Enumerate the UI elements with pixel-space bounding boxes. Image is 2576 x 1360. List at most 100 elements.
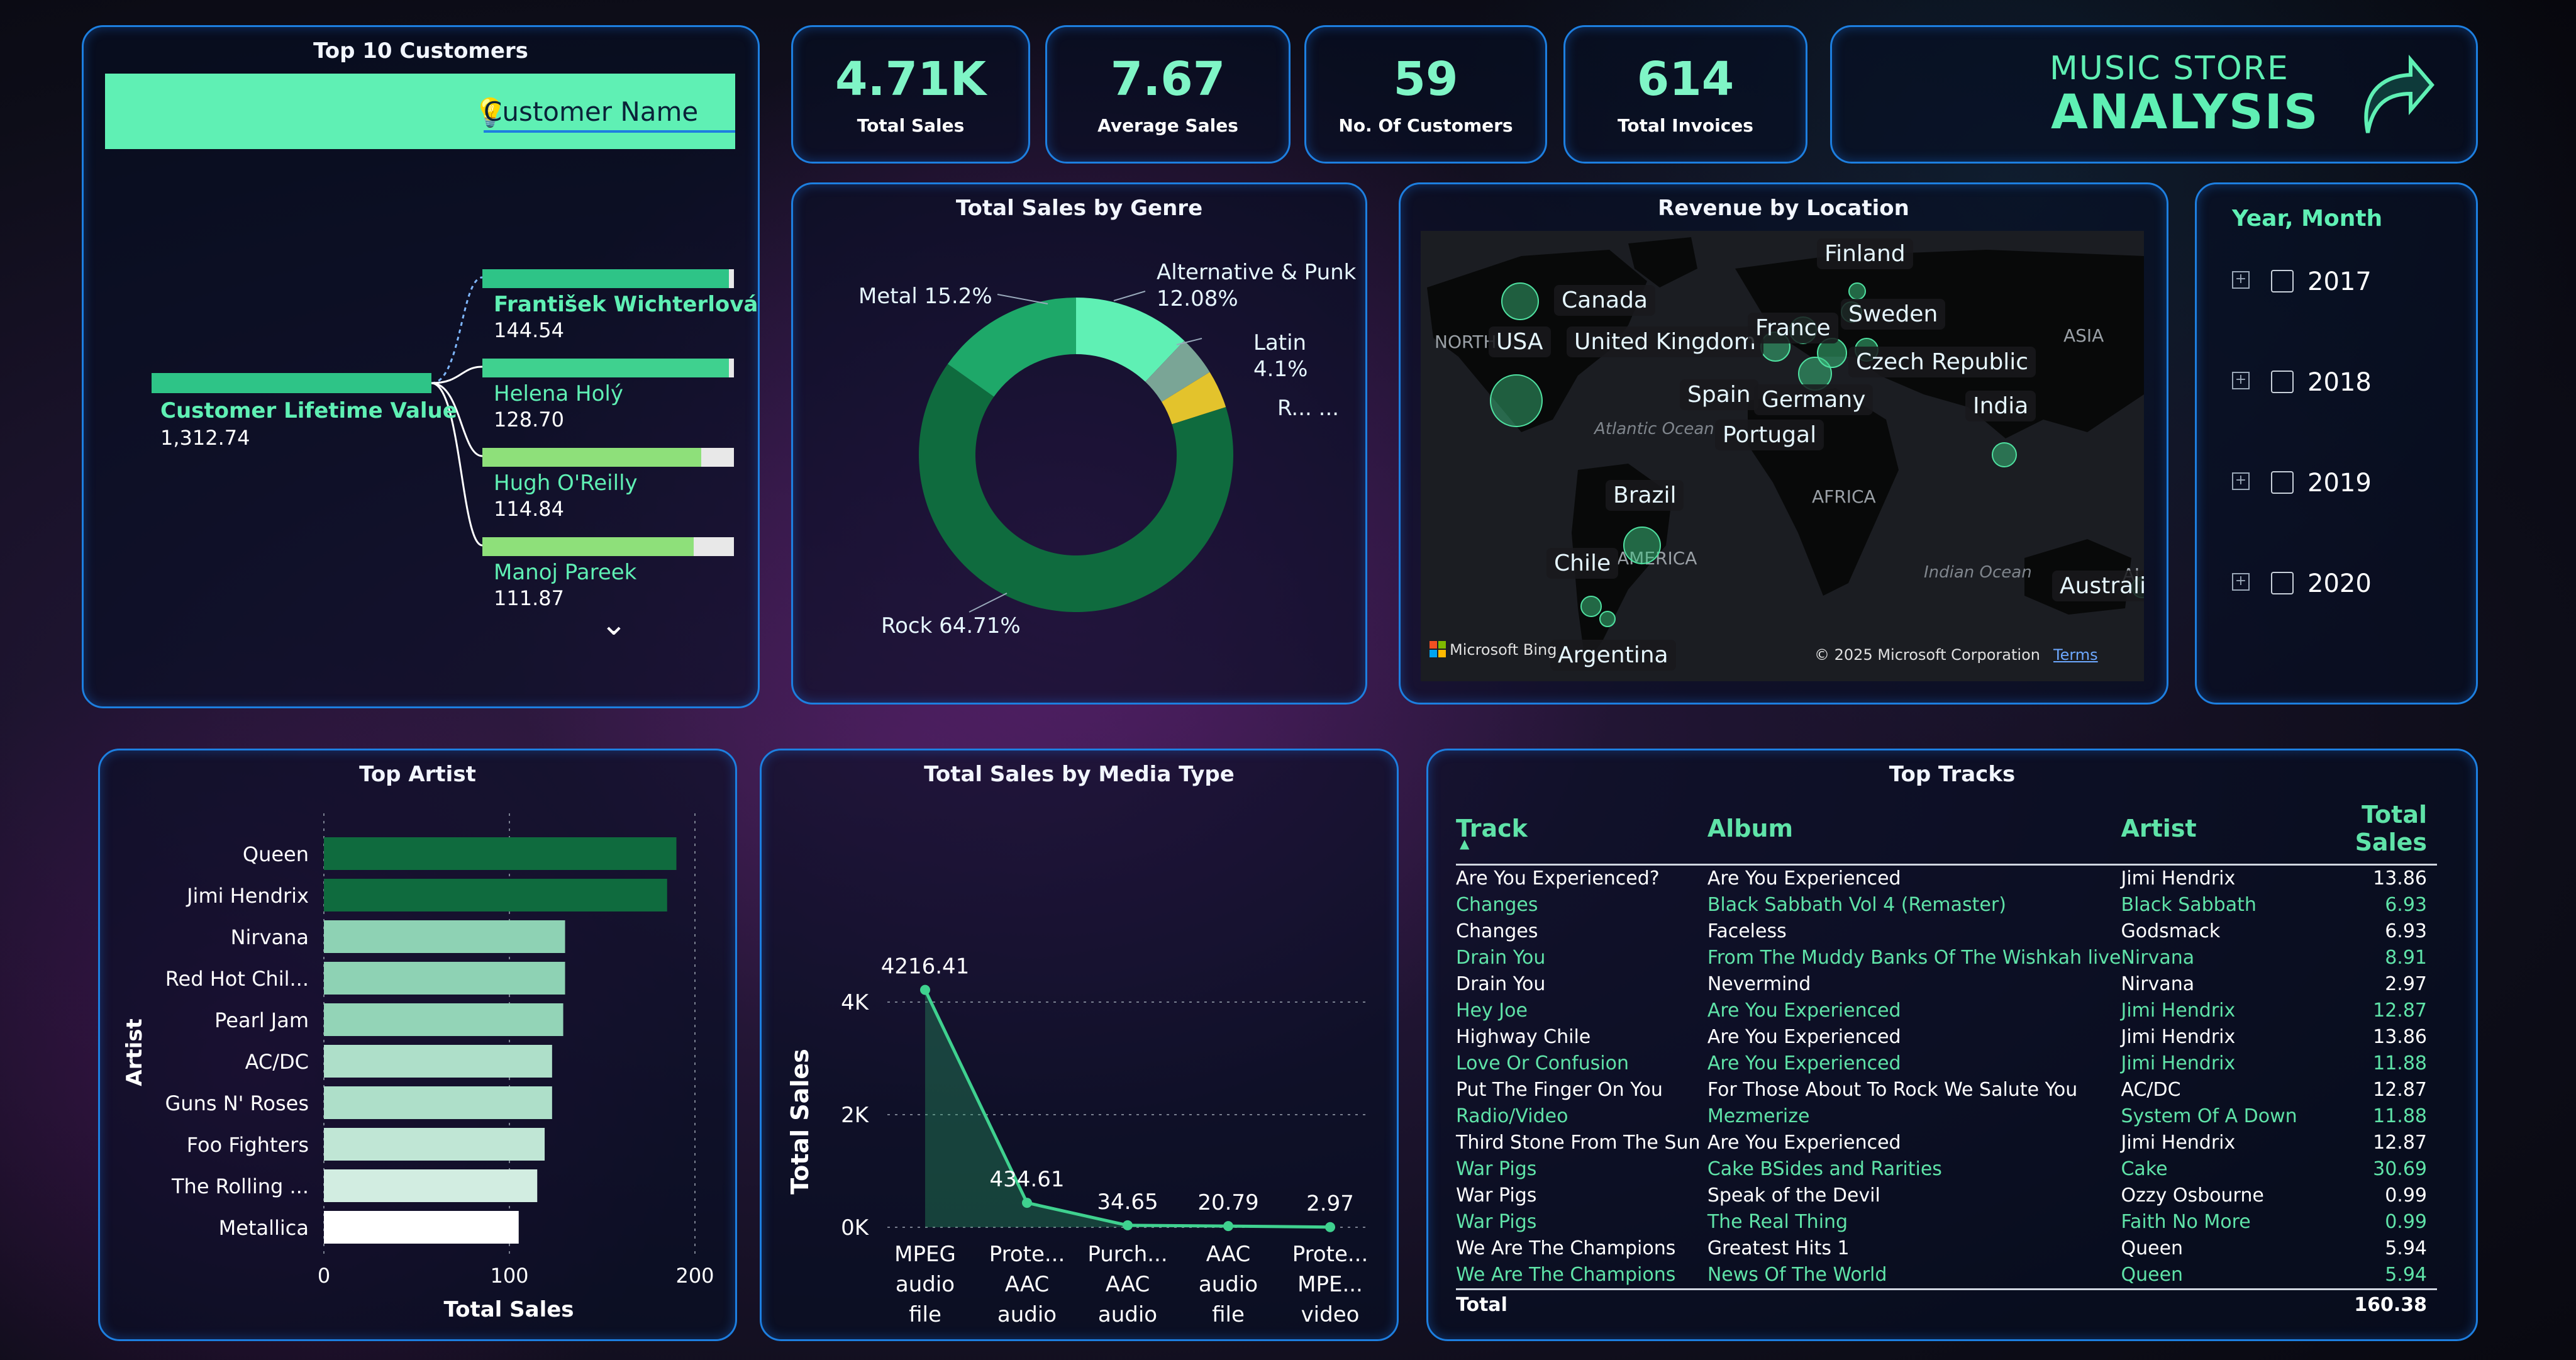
x-tick-label: 200 bbox=[675, 1264, 714, 1288]
artist-bar[interactable] bbox=[324, 1128, 545, 1161]
customer-bar[interactable] bbox=[482, 448, 734, 467]
data-point[interactable] bbox=[1022, 1198, 1032, 1208]
cell-track: Radio/Video bbox=[1456, 1105, 1568, 1127]
checkbox[interactable] bbox=[2271, 270, 2294, 293]
table-row[interactable]: Hey Joe Are You Experienced Jimi Hendrix 12… bbox=[1456, 998, 2437, 1024]
root-bar bbox=[152, 373, 431, 393]
expand-icon[interactable]: + bbox=[2232, 372, 2250, 389]
column-header-artist[interactable]: Artist bbox=[2121, 801, 2307, 866]
table-row[interactable]: War Pigs Speak of the Devil Ozzy Osbourne 0… bbox=[1456, 1183, 2437, 1209]
expand-icon[interactable]: + bbox=[2232, 271, 2250, 289]
checkbox[interactable] bbox=[2271, 572, 2294, 594]
data-point[interactable] bbox=[1123, 1220, 1133, 1230]
artist-bar[interactable] bbox=[324, 1211, 519, 1244]
slicer-item-2017[interactable]: +2017 bbox=[2232, 266, 2446, 298]
map-country-label: Canada bbox=[1554, 285, 1655, 316]
artist-bar[interactable] bbox=[324, 879, 667, 911]
map-bg-label: Indian Ocean bbox=[1924, 563, 2032, 582]
media-type-title: Total Sales by Media Type bbox=[924, 762, 1235, 787]
data-point[interactable] bbox=[1223, 1221, 1233, 1232]
donut-slice-r-[interactable] bbox=[1162, 372, 1226, 425]
map-bubble[interactable] bbox=[1992, 442, 2017, 467]
customer-bar-fill bbox=[482, 448, 701, 467]
data-point[interactable] bbox=[1325, 1222, 1335, 1232]
data-point[interactable] bbox=[920, 984, 930, 995]
map-bubble[interactable] bbox=[1580, 596, 1602, 617]
table-row[interactable]: Are You Experienced? Are You Experienced J… bbox=[1456, 865, 2437, 893]
top-tracks-title: Top Tracks bbox=[1889, 762, 2016, 787]
artist-bar[interactable] bbox=[324, 1169, 538, 1202]
table-row[interactable]: Highway Chile Are You Experienced Jimi Hen… bbox=[1456, 1024, 2437, 1051]
table-row[interactable]: Drain You From The Muddy Banks Of The Wis… bbox=[1456, 945, 2437, 971]
table-row[interactable]: Changes Faceless Godsmack 6.93 bbox=[1456, 918, 2437, 945]
genre-donut-chart bbox=[919, 291, 1233, 613]
cell-track: War Pigs bbox=[1456, 1184, 1537, 1207]
map-bg-label: ASIA bbox=[2063, 325, 2104, 346]
chevron-down-icon[interactable]: ⌄ bbox=[601, 606, 627, 642]
cell-track: Put The Finger On You bbox=[1456, 1079, 1663, 1101]
cell-artist: Nirvana bbox=[2121, 973, 2195, 995]
table-row[interactable]: We Are The Champions Greatest Hits 1 Queen… bbox=[1456, 1235, 2437, 1262]
top-tracks-table: Track ▲ Album Artist Total Sales Are You … bbox=[1456, 801, 2437, 1320]
table-row[interactable]: Love Or Confusion Are You Experienced Jimi… bbox=[1456, 1051, 2437, 1077]
table-row[interactable]: Third Stone From The Sun Are You Experien… bbox=[1456, 1130, 2437, 1156]
donut-slice-latin[interactable] bbox=[1145, 340, 1210, 402]
artist-bar[interactable] bbox=[324, 837, 677, 870]
slicer-item-2019[interactable]: +2019 bbox=[2232, 467, 2446, 499]
artist-bar[interactable] bbox=[324, 962, 565, 995]
share-arrow-icon[interactable] bbox=[2354, 52, 2436, 140]
map-terms-link[interactable]: Terms bbox=[2053, 646, 2098, 664]
customer-bar[interactable] bbox=[482, 359, 734, 377]
customer-name-search[interactable]: 💡 Customer Name bbox=[105, 74, 735, 149]
map-bubble[interactable] bbox=[1599, 611, 1616, 627]
donut-slice-alternative-punk[interactable] bbox=[1076, 298, 1185, 382]
artist-bar[interactable] bbox=[324, 920, 565, 953]
checkbox[interactable] bbox=[2271, 471, 2294, 494]
customer-bar[interactable] bbox=[482, 269, 734, 288]
donut-slice-rock[interactable] bbox=[919, 364, 1233, 612]
leader-line bbox=[969, 593, 1008, 613]
expand-icon[interactable]: + bbox=[2232, 573, 2250, 591]
cell-artist: Jimi Hendrix bbox=[2121, 1000, 2236, 1022]
map-country-label: Portugal bbox=[1715, 420, 1824, 450]
customer-bar-fill bbox=[482, 269, 729, 288]
total-spacer bbox=[2121, 1288, 2307, 1320]
map-canvas[interactable]: NORTH ASIA Atlantic Ocean AFRICA AMERICA… bbox=[1421, 231, 2144, 681]
table-row[interactable]: Changes Black Sabbath Vol 4 (Remaster) Bla… bbox=[1456, 892, 2437, 918]
cell-album: Are You Experienced bbox=[1707, 1132, 1901, 1154]
cell-album: Are You Experienced bbox=[1707, 1026, 1901, 1048]
table-row[interactable]: Radio/Video Mezmerize System Of A Down 11.8… bbox=[1456, 1103, 2437, 1130]
kpi-value: 7.67 bbox=[1110, 52, 1226, 106]
map-bubble[interactable] bbox=[1623, 527, 1661, 564]
table-row[interactable]: Drain You Nevermind Nirvana 2.97 bbox=[1456, 971, 2437, 998]
artist-bar[interactable] bbox=[324, 1045, 552, 1078]
slicer-item-2018[interactable]: +2018 bbox=[2232, 367, 2446, 398]
artist-bar[interactable] bbox=[324, 1086, 552, 1119]
artist-bar[interactable] bbox=[324, 1003, 564, 1036]
artist-label: Guns N' Roses bbox=[165, 1091, 309, 1115]
map-bubble[interactable] bbox=[1490, 374, 1543, 427]
artist-label: AC/DC bbox=[245, 1050, 309, 1074]
cell-album: Faceless bbox=[1707, 920, 1787, 942]
x-tick-label: MPE... bbox=[1297, 1272, 1363, 1297]
column-header-total-sales[interactable]: Total Sales bbox=[2307, 801, 2437, 866]
microsoft-logo-icon bbox=[1430, 641, 1446, 657]
donut-slice-metal[interactable] bbox=[947, 298, 1076, 397]
cell-artist: Queen bbox=[2121, 1264, 2184, 1286]
table-row[interactable]: Put The Finger On You For Those About To … bbox=[1456, 1077, 2437, 1103]
expand-icon[interactable]: + bbox=[2232, 472, 2250, 490]
table-row[interactable]: War Pigs Cake BSides and Rarities Cake 30.6… bbox=[1456, 1156, 2437, 1183]
cell-total-sales: 13.86 bbox=[2373, 1026, 2427, 1048]
x-tick-label: Purch... bbox=[1087, 1242, 1167, 1267]
map-bubble[interactable] bbox=[1848, 282, 1866, 300]
checkbox[interactable] bbox=[2271, 371, 2294, 393]
x-tick-label: Prote... bbox=[1292, 1242, 1368, 1267]
customer-bar[interactable] bbox=[482, 537, 734, 556]
table-row[interactable]: We Are The Champions News Of The World Que… bbox=[1456, 1262, 2437, 1290]
column-header-track[interactable]: Track ▲ bbox=[1456, 801, 1707, 866]
column-header-album[interactable]: Album bbox=[1707, 801, 2121, 866]
kpi-label: No. Of Customers bbox=[1338, 115, 1513, 136]
map-bubble[interactable] bbox=[1501, 282, 1539, 320]
table-row[interactable]: War Pigs The Real Thing Faith No More 0.99 bbox=[1456, 1209, 2437, 1235]
slicer-item-2020[interactable]: +2020 bbox=[2232, 568, 2446, 599]
